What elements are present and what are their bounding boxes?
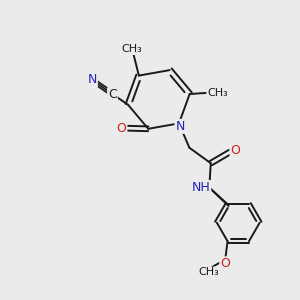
Text: O: O xyxy=(230,144,240,157)
Text: O: O xyxy=(117,122,126,135)
Text: CH₃: CH₃ xyxy=(122,44,142,54)
Text: C: C xyxy=(108,88,117,101)
Text: CH₃: CH₃ xyxy=(207,88,228,98)
Text: N: N xyxy=(88,74,97,86)
Text: N: N xyxy=(176,120,185,133)
Text: CH₃: CH₃ xyxy=(199,268,219,278)
Text: O: O xyxy=(220,257,230,270)
Text: NH: NH xyxy=(192,181,210,194)
